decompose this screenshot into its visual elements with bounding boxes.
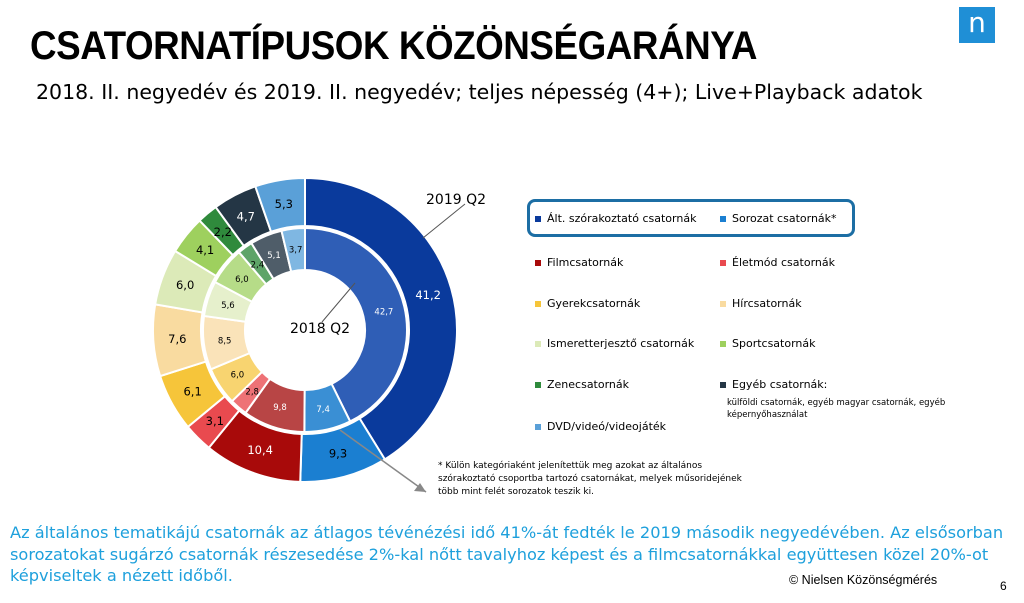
legend-label-7: Sportcsatornák bbox=[732, 337, 816, 350]
outer-slice-label-0: 41,2 bbox=[415, 288, 441, 302]
page-subtitle: 2018. II. negyedév és 2019. II. negyedév… bbox=[36, 80, 923, 104]
outer-slice-label-10: 5,3 bbox=[275, 197, 293, 211]
legend-label-6: Ismeretterjesztő csatornák bbox=[547, 337, 695, 350]
outer-slice-label-6: 6,0 bbox=[176, 278, 194, 292]
legend-item-10: DVD/videó/videojáték bbox=[535, 420, 666, 433]
legend-item-0: Ált. szórakoztató csatornák bbox=[535, 212, 696, 225]
legend-swatch-9 bbox=[720, 382, 726, 388]
legend-swatch-10 bbox=[535, 424, 541, 430]
legend-label-0: Ált. szórakoztató csatornák bbox=[547, 212, 697, 225]
legend-item-5: Hírcsatornák bbox=[720, 297, 802, 310]
inner-slice-label-8: 2,4 bbox=[251, 260, 265, 270]
outer-slice-label-3: 3,1 bbox=[206, 414, 224, 428]
inner-slice-label-7: 6,0 bbox=[235, 275, 249, 285]
inner-slice-label-9: 5,1 bbox=[267, 251, 281, 261]
legend-swatch-2 bbox=[535, 260, 541, 266]
legend-swatch-6 bbox=[535, 341, 541, 347]
legend-label-2: Filmcsatornák bbox=[547, 256, 624, 269]
legend-swatch-1 bbox=[720, 216, 726, 222]
outer-slice-label-5: 7,6 bbox=[168, 332, 186, 346]
legend-item-8: Zenecsatornák bbox=[535, 378, 629, 391]
legend-label-10: DVD/videó/videojáték bbox=[547, 420, 667, 433]
sorozat-pointer-line bbox=[339, 429, 427, 493]
outer-slice-0 bbox=[304, 176, 458, 461]
legend-swatch-0 bbox=[535, 216, 541, 222]
outer-ring-pointer-line bbox=[422, 203, 466, 239]
legend-item-2: Filmcsatornák bbox=[535, 256, 623, 269]
outer-slice-label-1: 9,3 bbox=[329, 447, 347, 461]
legend-label-9: Egyéb csatornák: bbox=[732, 378, 828, 391]
legend-swatch-4 bbox=[535, 301, 541, 307]
legend-swatch-8 bbox=[535, 382, 541, 388]
legend-item-7: Sportcsatornák bbox=[720, 337, 816, 350]
legend-item-4: Gyerekcsatornák bbox=[535, 297, 640, 310]
center-label: 2018 Q2 bbox=[290, 321, 350, 337]
inner-slice-label-10: 3,7 bbox=[289, 246, 303, 256]
legend-item-3: Életmód csatornák bbox=[720, 256, 835, 269]
outer-slice-label-4: 6,1 bbox=[183, 384, 201, 398]
legend-highlight-box bbox=[527, 199, 855, 237]
inner-slice-label-6: 5,6 bbox=[221, 301, 235, 311]
inner-ring-pointer-line bbox=[321, 282, 356, 323]
outer-slice-label-2: 10,4 bbox=[247, 443, 273, 457]
legend-swatch-7 bbox=[720, 341, 726, 347]
outer-slice-label-8: 2,2 bbox=[214, 225, 232, 239]
legend-item-6: Ismeretterjesztő csatornák bbox=[535, 337, 694, 350]
legend-swatch-5 bbox=[720, 301, 726, 307]
sorozat-pointer-arrowhead bbox=[414, 483, 426, 492]
inner-slice-0 bbox=[304, 226, 408, 423]
outer-slice-10 bbox=[254, 176, 306, 233]
legend-egyeb-note: külföldi csatornák, egyéb magyar csatorn… bbox=[727, 398, 946, 420]
legend-label-5: Hírcsatornák bbox=[732, 297, 802, 310]
nielsen-logo-icon: n bbox=[959, 7, 995, 43]
inner-slice-label-1: 7,4 bbox=[316, 405, 330, 415]
legend-label-1: Sorozat csatornák* bbox=[732, 212, 837, 225]
copyright: © Nielsen Közönségmérés bbox=[789, 573, 938, 587]
inner-slice-10 bbox=[280, 226, 306, 273]
inner-slice-label-5: 8,5 bbox=[218, 336, 232, 346]
legend-label-8: Zenecsatornák bbox=[547, 378, 630, 391]
legend-label-3: Életmód csatornák bbox=[732, 256, 835, 269]
outer-ring-2019 bbox=[152, 176, 458, 483]
page-title: CSATORNATÍPUSOK KÖZÖNSÉGARÁNYA bbox=[30, 24, 758, 68]
outer-slice-label-9: 4,7 bbox=[237, 210, 255, 224]
inner-slice-label-3: 2,8 bbox=[245, 387, 259, 397]
summary-text: Az általános tematikájú csatornák az átl… bbox=[10, 523, 1004, 585]
footnote: * Külön kategóriaként jelenítettük meg a… bbox=[438, 461, 742, 497]
outer-slice-label-7: 4,1 bbox=[196, 243, 214, 257]
inner-ring-2018 bbox=[202, 226, 408, 434]
page-number: 6 bbox=[1000, 579, 1007, 593]
inner-slice-label-4: 6,0 bbox=[231, 371, 245, 381]
legend-swatch-3 bbox=[720, 260, 726, 266]
outer-ring-label: 2019 Q2 bbox=[426, 192, 486, 208]
legend-item-9: Egyéb csatornák: bbox=[720, 378, 827, 391]
legend-label-4: Gyerekcsatornák bbox=[547, 297, 641, 310]
legend-item-1: Sorozat csatornák* bbox=[720, 212, 837, 225]
ring-value-labels: 41,2 9,3 10,4 3,1 6,1 7,6 6,0 4,12,2 4,7 5,3 42,7 7… bbox=[168, 197, 441, 461]
inner-slice-label-2: 9,8 bbox=[273, 403, 287, 413]
inner-slice-label-0: 42,7 bbox=[374, 308, 393, 318]
